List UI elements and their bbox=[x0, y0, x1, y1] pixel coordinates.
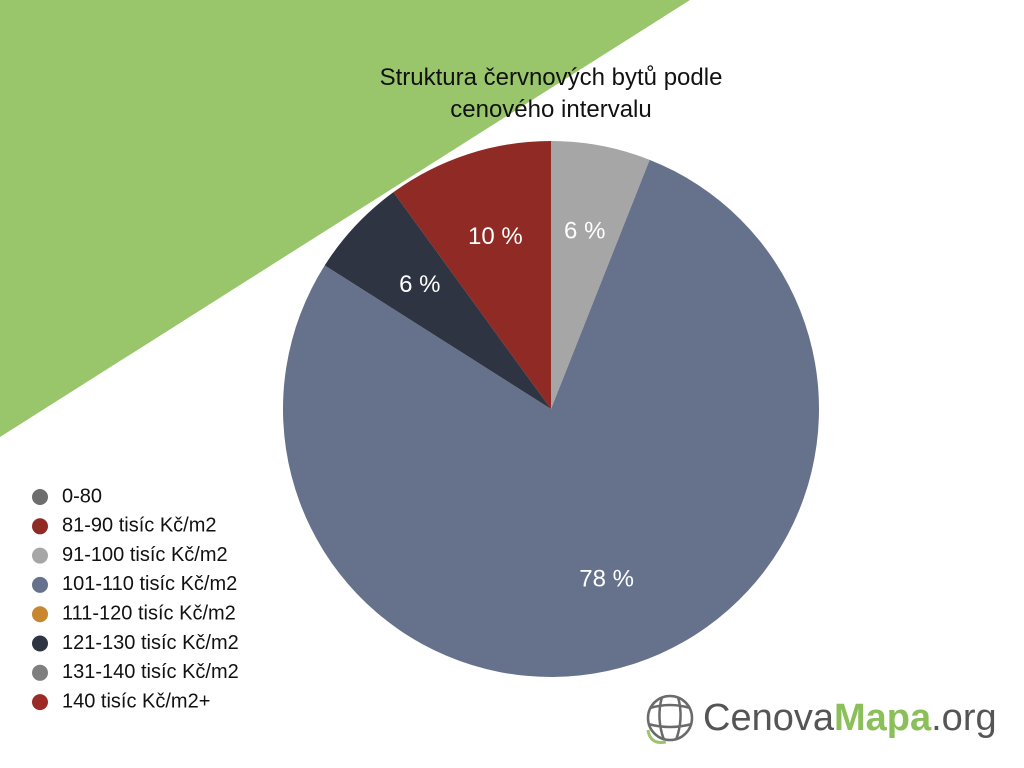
legend-label: 0-80 bbox=[62, 485, 102, 507]
logo-part: .org bbox=[931, 697, 996, 739]
legend-label: 140 tisíc Kč/m2+ bbox=[62, 690, 210, 712]
legend-swatch bbox=[32, 576, 48, 593]
data-label: 10 % bbox=[468, 223, 523, 250]
data-label: 78 % bbox=[579, 566, 634, 593]
chart-title: Struktura červnových bytů podle cenového… bbox=[379, 64, 723, 123]
data-label: 6 % bbox=[399, 271, 440, 298]
legend-swatch bbox=[32, 635, 48, 652]
legend-label: 111-120 tisíc Kč/m2 bbox=[62, 602, 236, 624]
pie-slice bbox=[324, 192, 551, 409]
legend-swatch bbox=[32, 664, 48, 681]
legend-label: 81-90 tisíc Kč/m2 bbox=[62, 515, 217, 537]
pie-slice bbox=[393, 141, 551, 409]
logo-part: Mapa bbox=[834, 697, 932, 739]
legend-swatch bbox=[32, 518, 48, 535]
pie-slice bbox=[282, 159, 819, 678]
legend-label: 131-140 tisíc Kč/m2 bbox=[62, 661, 239, 683]
logo-arc bbox=[646, 729, 667, 744]
legend-label: 101-110 tisíc Kč/m2 bbox=[62, 573, 237, 595]
legend-swatch bbox=[32, 606, 48, 623]
data-label: 6 % bbox=[564, 218, 605, 245]
logo-grid bbox=[647, 696, 693, 741]
legend-label: 121-130 tisíc Kč/m2 bbox=[62, 632, 239, 654]
legend-swatch bbox=[32, 547, 48, 564]
legend-swatch bbox=[32, 489, 48, 505]
legend-swatch bbox=[32, 694, 48, 711]
logo-globe bbox=[646, 694, 694, 742]
legend-label: 91-100 tisíc Kč/m2 bbox=[62, 544, 228, 566]
logo: CenovaMapa.org bbox=[646, 694, 997, 744]
pie-slice bbox=[551, 141, 650, 409]
legend: 0-80 81-90 tisíc Kč/m2 91-100 tisíc Kč/m2 1… bbox=[32, 485, 239, 712]
logo-text: CenovaMapa.org bbox=[703, 697, 997, 739]
background-triangle bbox=[0, 0, 690, 437]
pie: 10 % 6 % 78 % 6 % bbox=[282, 141, 819, 678]
logo-part: Cenova bbox=[703, 697, 835, 739]
